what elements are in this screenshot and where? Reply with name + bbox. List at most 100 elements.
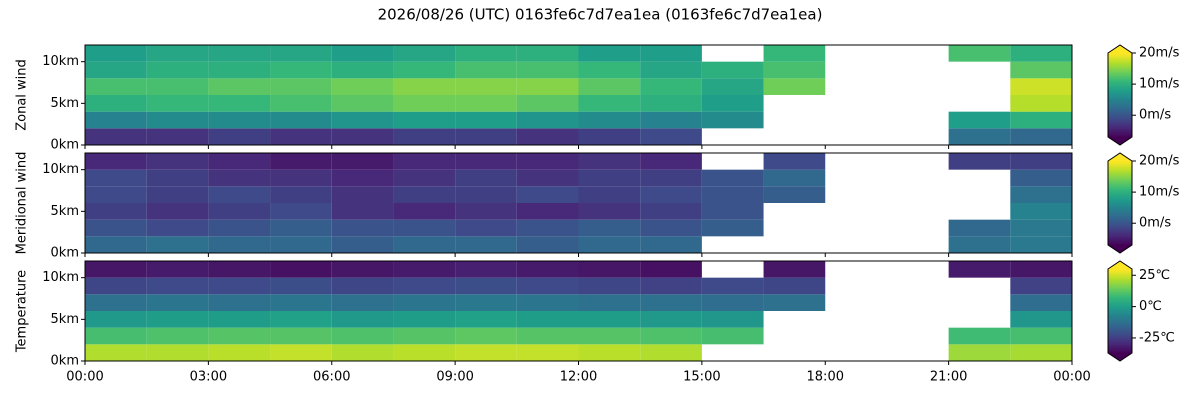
heatmap-cell [578, 236, 641, 253]
x-tick-label: 18:00 [807, 370, 844, 385]
heatmap-cell [208, 128, 271, 145]
colorbar-segment [1108, 298, 1132, 301]
heatmap-cell [640, 153, 702, 170]
heatmap-cell [208, 169, 271, 187]
colorbar-segment [1108, 329, 1132, 332]
heatmap-cell [393, 277, 456, 295]
heatmap-cell [146, 61, 209, 79]
colorbar-segment [1108, 276, 1132, 278]
colorbar-segment [1108, 110, 1132, 113]
heatmap-cell [1010, 294, 1072, 311]
heatmap-cell [270, 327, 332, 345]
heatmap-cell [393, 153, 456, 170]
heatmap-cell [331, 294, 394, 311]
heatmap-cell [578, 327, 641, 345]
heatmap-cell [640, 128, 702, 145]
heatmap-cell [578, 294, 641, 311]
heatmap-cell [146, 45, 209, 62]
heatmap-cell [763, 153, 826, 170]
colorbar-tick-label: -25℃ [1139, 330, 1175, 345]
heatmap-cell [516, 203, 579, 220]
colorbar-segment [1108, 168, 1132, 170]
colorbar-segment [1108, 186, 1132, 189]
colorbar-segment [1108, 284, 1132, 287]
colorbar-segment [1108, 72, 1132, 75]
heatmap-cell [1010, 78, 1072, 95]
heatmap-cell [85, 277, 147, 295]
heatmap-cell [270, 153, 332, 170]
colorbar-segment [1108, 212, 1132, 215]
heatmap-cell [146, 277, 209, 295]
colorbar-segment [1108, 218, 1132, 221]
colorbar-segment [1108, 61, 1132, 64]
heatmap-cell [578, 45, 641, 62]
heatmap-cell [455, 277, 517, 295]
heatmap-cell [455, 294, 517, 311]
heatmap-cell [701, 311, 764, 328]
heatmap-cell [640, 169, 702, 187]
y-tick-label: 0km [51, 246, 79, 261]
colorbar-segment [1108, 290, 1132, 292]
x-tick-label: 06:00 [313, 370, 350, 385]
colorbar-segment [1108, 204, 1132, 207]
heatmap-cell [948, 111, 1011, 129]
colorbar-segment [1108, 330, 1132, 333]
colorbar-segment [1108, 163, 1132, 166]
heatmap-cell [331, 203, 394, 220]
heatmap-cell [701, 219, 764, 237]
heatmap-cell [85, 327, 147, 345]
heatmap-cell [208, 95, 271, 112]
heatmap-cell [146, 111, 209, 129]
y-axis-label: Zonal wind [15, 59, 30, 131]
colorbar-segment [1108, 111, 1132, 114]
x-tick-label: 15:00 [683, 370, 720, 385]
colorbar-segment [1108, 340, 1132, 343]
heatmap-cell [578, 203, 641, 220]
heatmap-cell [208, 78, 271, 95]
colorbar-segment [1108, 102, 1132, 104]
colorbar-segment [1108, 287, 1132, 290]
heatmap-cell [1010, 236, 1072, 253]
colorbar-segment [1108, 182, 1132, 184]
heatmap-cell [948, 219, 1011, 237]
colorbar-segment [1108, 114, 1132, 117]
heatmap-cell [146, 78, 209, 95]
heatmap-cell [948, 236, 1011, 253]
colorbar-segment [1108, 327, 1132, 330]
heatmap-cell [516, 111, 579, 129]
colorbar-segment [1108, 236, 1132, 239]
heatmap-cell [516, 95, 579, 112]
heatmap-cell [763, 45, 826, 62]
heatmap-cell [85, 111, 147, 129]
heatmap-cell [393, 294, 456, 311]
colorbar-segment [1108, 196, 1132, 198]
colorbar-segment [1108, 232, 1132, 235]
heatmap-cell [270, 95, 332, 112]
colorbar-segment [1108, 269, 1132, 271]
heatmap-cell [146, 128, 209, 145]
heatmap-cell [270, 294, 332, 311]
heatmap-cell [763, 78, 826, 95]
heatmap-cell [208, 294, 271, 311]
colorbar-segment [1108, 173, 1132, 176]
heatmap-cell [208, 186, 271, 203]
heatmap-cell [516, 277, 579, 295]
colorbar-segment [1108, 79, 1132, 82]
heatmap-cell [85, 261, 147, 278]
colorbar-tick-label: 10m/s [1139, 185, 1180, 200]
colorbar-segment [1108, 283, 1132, 285]
heatmap-cell [85, 203, 147, 220]
y-tick-label: 10km [42, 54, 79, 69]
colorbar-segment [1108, 203, 1132, 205]
heatmap-cell [1010, 61, 1072, 79]
heatmap-cell [1010, 111, 1072, 129]
colorbar-segment [1108, 95, 1132, 97]
colorbar-segment [1108, 292, 1132, 295]
colorbar-segment [1108, 107, 1132, 110]
colorbar-segment [1108, 302, 1132, 305]
heatmap-cell [393, 45, 456, 62]
colorbar-tick-label: 20m/s [1139, 46, 1180, 61]
heatmap-cell [640, 78, 702, 95]
heatmap-cell [331, 169, 394, 187]
